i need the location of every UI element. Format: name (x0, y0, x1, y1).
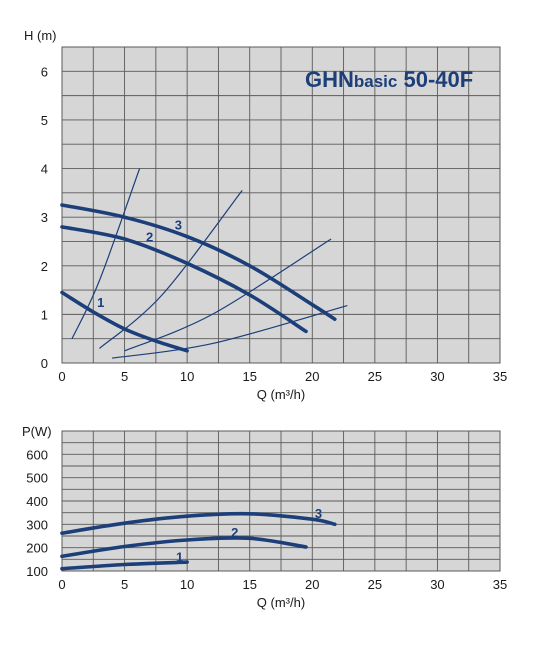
x-tick-label: 25 (368, 577, 382, 592)
head-system-curves (71, 168, 348, 359)
series-line-3 (60, 203, 337, 321)
head-grid (61, 46, 501, 363)
x-tick-label: 35 (493, 577, 507, 592)
series-line-2 (60, 536, 308, 559)
y-tick-label: 5 (41, 113, 48, 128)
series-label-3: 3 (175, 217, 182, 232)
x-tick-label: 10 (180, 577, 194, 592)
y-tick-label: 100 (26, 564, 48, 579)
x-tick-label: 0 (58, 577, 65, 592)
system-curve (71, 168, 141, 339)
series-label-1: 1 (97, 295, 104, 310)
x-tick-label: 15 (242, 369, 256, 384)
series-label-3: 3 (315, 506, 322, 521)
y-tick-label: 1 (41, 307, 48, 322)
head-chart: 1 2 3 0 5 10 15 20 25 30 35 0 1 2 3 4 5 6 H (m) Q (m³/h… (24, 28, 507, 402)
x-tick-label: 0 (58, 369, 65, 384)
model-title-small: basic (354, 72, 397, 91)
power-series: 1 2 3 (60, 506, 337, 571)
power-chart: 1 2 3 0 5 10 15 20 25 30 35 100 200 300 400 500 600 P(… (22, 424, 507, 610)
x-tick-label: 30 (430, 577, 444, 592)
model-title: GHNbasic 50-40F (305, 67, 473, 92)
y-tick-label: 400 (26, 494, 48, 509)
y-tick-label: 3 (41, 210, 48, 225)
y-tick-label: 500 (26, 471, 48, 486)
power-x-axis-label: Q (m³/h) (257, 595, 305, 610)
model-title-main: GHN (305, 67, 354, 92)
y-tick-label: 6 (41, 64, 48, 79)
x-tick-label: 5 (121, 369, 128, 384)
power-y-axis-label: P(W) (22, 424, 52, 439)
series-label-1: 1 (176, 550, 183, 565)
y-tick-label: 300 (26, 517, 48, 532)
x-tick-label: 20 (305, 577, 319, 592)
y-tick-label: 200 (26, 541, 48, 556)
head-x-ticks: 0 5 10 15 20 25 30 35 (58, 369, 507, 384)
model-title-rest: 50-40F (397, 67, 473, 92)
system-curve (99, 190, 243, 349)
head-y-ticks: 0 1 2 3 4 5 6 (41, 64, 48, 371)
power-y-ticks: 100 200 300 400 500 600 (26, 447, 48, 579)
x-tick-label: 30 (430, 369, 444, 384)
head-y-axis-label: H (m) (24, 28, 57, 43)
series-line-2 (60, 225, 308, 334)
y-tick-label: 4 (41, 162, 48, 177)
x-tick-label: 5 (121, 577, 128, 592)
power-x-ticks: 0 5 10 15 20 25 30 35 (58, 577, 507, 592)
system-curve (112, 305, 348, 359)
power-grid (61, 430, 501, 572)
series-line-3 (60, 511, 337, 535)
x-tick-label: 20 (305, 369, 319, 384)
head-x-axis-label: Q (m³/h) (257, 387, 305, 402)
y-tick-label: 600 (26, 447, 48, 462)
series-label-2: 2 (231, 525, 238, 540)
series-line-1 (60, 560, 189, 571)
head-series: 1 2 3 (60, 203, 337, 353)
x-tick-label: 15 (242, 577, 256, 592)
x-tick-label: 35 (493, 369, 507, 384)
x-tick-label: 10 (180, 369, 194, 384)
system-curve (124, 238, 332, 352)
series-label-2: 2 (146, 229, 153, 244)
series-line-1 (60, 290, 189, 353)
y-tick-label: 0 (41, 356, 48, 371)
x-tick-label: 25 (368, 369, 382, 384)
y-tick-label: 2 (41, 259, 48, 274)
